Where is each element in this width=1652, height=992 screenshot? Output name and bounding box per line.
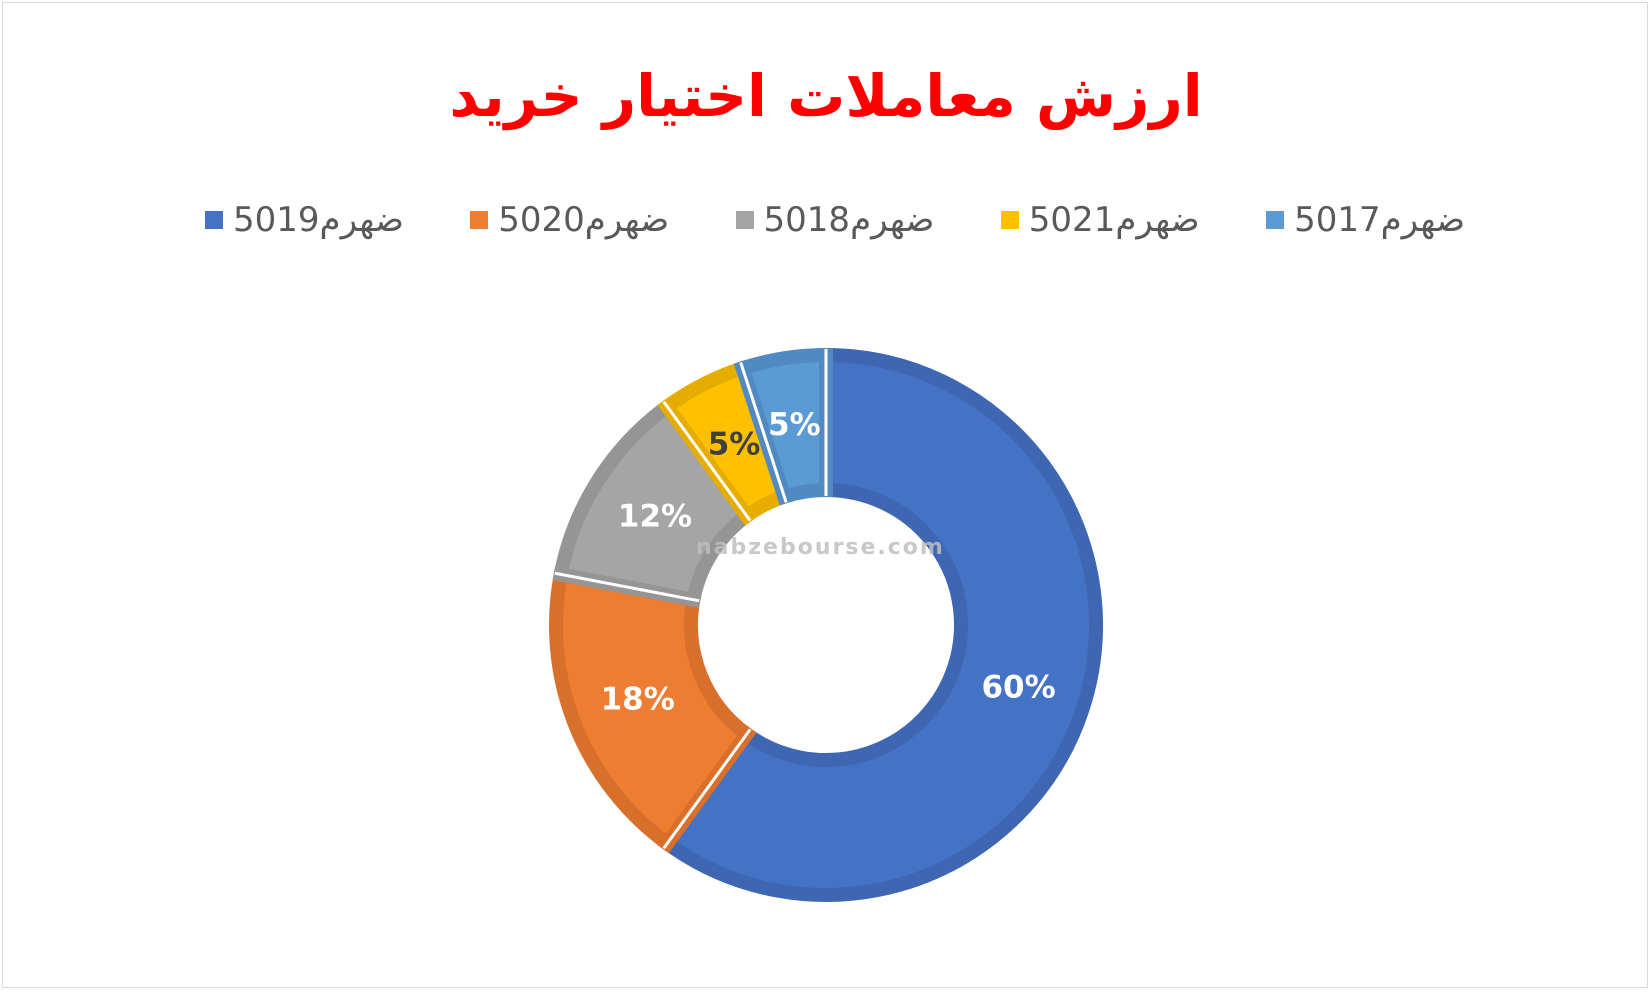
chart-legend: ضهرم5019 ضهرم5020 ضهرم5018 ضهرم5021 ضهرم… [205,195,1465,245]
donut-slice [549,566,757,854]
legend-label: ضهرم5021 [1028,200,1200,240]
legend-label: ضهرم5019 [233,200,404,240]
data-label: 12% [618,498,692,534]
donut-slice [657,347,1103,902]
chart-title: ارزش معاملات اختیار خرید [449,62,1203,130]
legend-item: ضهرم5021 [1000,200,1200,240]
data-label: 5% [768,407,821,443]
legend-item: ضهرم5020 [470,200,669,240]
legend-swatch [1000,211,1019,229]
watermark-text: nabzebourse.com [696,535,945,560]
slice-separator [739,362,788,503]
slice-separator [662,400,752,522]
legend-label: ضهرم5020 [498,200,670,240]
data-label: 18% [601,682,675,718]
legend-item: ضهرم5017 [1266,200,1465,240]
legend-swatch [205,211,223,229]
data-label: 60% [981,670,1055,706]
slice-separator [554,571,700,603]
data-label: 5% [708,427,761,463]
legend-item: ضهرم5018 [735,200,935,240]
legend-label: ضهرم5018 [763,200,935,240]
legend-swatch [735,211,754,229]
slice-separator [662,728,752,850]
legend-item: ضهرم5019 [205,200,404,240]
legend-swatch [1266,211,1285,229]
legend-label: ضهرم5017 [1294,200,1465,240]
legend-swatch [470,211,489,229]
